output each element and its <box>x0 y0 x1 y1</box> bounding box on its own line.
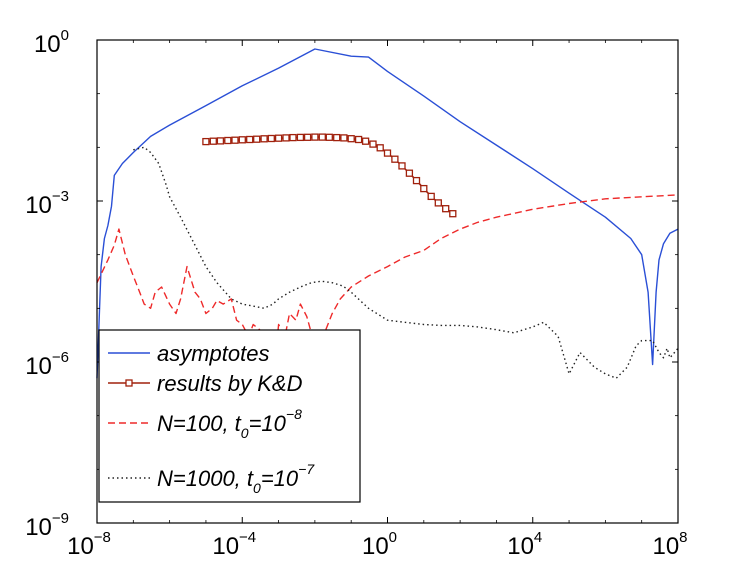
series-marker <box>398 162 406 170</box>
series-marker <box>391 155 399 163</box>
series-marker <box>246 135 254 144</box>
x-tick-label: 10−8 <box>67 529 111 560</box>
series-marker <box>434 199 442 207</box>
series-marker <box>231 136 239 144</box>
y-tick-label: 100 <box>34 27 69 58</box>
series-marker <box>376 144 384 152</box>
series-marker <box>354 135 363 144</box>
x-tick-label: 10−4 <box>212 529 256 560</box>
series-marker <box>420 184 428 193</box>
legend-label-n1000: N=1000, t0=10−7 <box>157 461 315 496</box>
series-marker <box>449 210 457 218</box>
x-tick-label: 104 <box>507 529 542 560</box>
series-line-0 <box>96 48 679 379</box>
legend-label-n100: N=100, t0=10−8 <box>157 406 302 441</box>
series-marker <box>202 137 210 146</box>
series-line-3 <box>133 146 679 379</box>
series-marker <box>303 133 312 141</box>
y-tick-label: 10−9 <box>25 510 69 541</box>
series-marker <box>318 133 326 141</box>
series-marker <box>412 176 421 185</box>
series-marker <box>427 192 435 201</box>
series-marker <box>238 136 246 144</box>
legend-label-asymptotes: asymptotes <box>157 341 270 366</box>
series-marker <box>383 149 392 157</box>
series-marker <box>289 133 297 142</box>
legend-n1000-main: N=1000, t <box>157 466 254 491</box>
legend-n1000-sub: 0 <box>253 480 261 496</box>
series-marker <box>209 137 217 145</box>
series-marker <box>216 137 225 145</box>
series-marker <box>405 169 414 177</box>
y-tick-label: 10−3 <box>25 188 69 219</box>
x-tick-label: 108 <box>652 529 687 560</box>
series-marker <box>325 133 333 141</box>
series-marker <box>369 140 377 148</box>
series-marker <box>224 136 232 145</box>
series-marker <box>333 133 341 142</box>
y-tick-label: 10−6 <box>25 349 69 380</box>
series-marker <box>274 134 283 142</box>
legend-box <box>98 329 361 503</box>
axis-layer: 10−8 10−4 100 104 108 10−9 10−6 10−3 100 <box>25 27 687 560</box>
series-marker <box>347 135 355 143</box>
series-marker <box>361 137 370 145</box>
series-layer <box>96 48 679 401</box>
series-marker <box>282 134 290 142</box>
series-marker <box>267 134 275 143</box>
legend-n100-sup: −8 <box>286 406 302 422</box>
legend-label-kd: results by K&D <box>157 371 303 396</box>
series-marker <box>260 135 268 143</box>
legend-n100-sub: 0 <box>241 425 249 441</box>
x-tick-label: 100 <box>362 529 397 560</box>
series-marker <box>442 205 450 213</box>
legend: asymptotes results by K&D N=100, t0=10−8… <box>98 329 361 503</box>
legend-n1000-sup: −7 <box>298 461 315 477</box>
series-marker <box>340 134 348 142</box>
series-marker <box>311 133 319 141</box>
legend-n1000-eq: =10 <box>261 466 299 491</box>
series-marker <box>253 135 261 143</box>
legend-marker-kd <box>125 379 133 387</box>
legend-n100-eq: =10 <box>249 411 287 436</box>
legend-n100-main: N=100, t <box>157 411 242 436</box>
series-marker <box>296 133 305 142</box>
